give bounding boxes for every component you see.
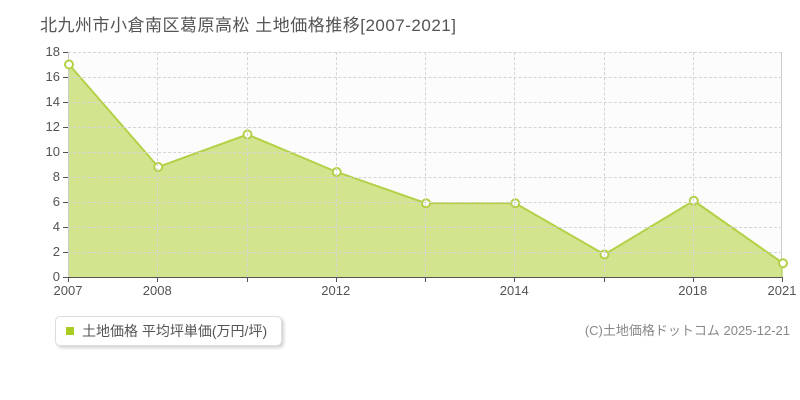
- x-tick: [425, 277, 426, 282]
- y-tick: [63, 252, 68, 253]
- x-axis-label: 2018: [678, 283, 708, 298]
- y-axis-label: 6: [52, 194, 60, 209]
- y-axis-label: 0: [52, 269, 60, 284]
- x-tick: [603, 277, 605, 282]
- y-tick: [63, 152, 68, 153]
- y-axis-label: 4: [52, 219, 60, 234]
- data-point-2013: [421, 198, 431, 209]
- x-axis-line: [68, 277, 783, 278]
- area-series: [64, 59, 788, 277]
- y-tick: [63, 77, 68, 78]
- y-tick: [63, 227, 68, 228]
- y-axis-label: 8: [52, 169, 60, 184]
- data-point-2018: [688, 195, 699, 206]
- x-tick: [692, 277, 694, 282]
- y-axis-label: 14: [45, 94, 60, 109]
- x-axis-label: 2014: [499, 283, 529, 298]
- x-gridline: [514, 52, 516, 277]
- y-axis-label: 16: [45, 69, 60, 84]
- y-tick: [63, 177, 68, 178]
- data-point-2007: [64, 59, 74, 70]
- data-point-2021: [778, 258, 788, 269]
- y-axis-label: 18: [45, 44, 60, 59]
- x-tick: [157, 277, 159, 282]
- x-axis-label: 2007: [53, 283, 83, 298]
- y-tick: [63, 127, 68, 128]
- copyright-text: (C)土地価格ドットコム 2025-12-21: [584, 323, 790, 338]
- y-tick: [63, 202, 68, 203]
- data-point-2012: [331, 167, 342, 177]
- y-axis-label: 10: [45, 144, 60, 159]
- legend: 土地価格 平均坪単価(万円/坪): [55, 316, 283, 346]
- x-axis-label: 2008: [142, 283, 172, 298]
- y-tick: [63, 277, 68, 278]
- chart-title: 北九州市小倉南区葛原高松 土地価格推移[2007-2021]: [40, 16, 457, 35]
- x-gridline: [335, 52, 337, 277]
- data-point-2010: [242, 129, 253, 140]
- y-axis-label: 2: [52, 244, 60, 259]
- x-gridline: [157, 52, 159, 277]
- data-point-2008: [153, 162, 164, 172]
- x-gridline: [692, 52, 694, 277]
- x-gridline: [603, 52, 605, 277]
- area-fill: [69, 64, 783, 277]
- x-tick: [246, 277, 248, 282]
- series-marker-icon: [66, 327, 74, 335]
- x-tick: [782, 277, 783, 282]
- x-tick: [335, 277, 337, 282]
- y-tick: [63, 52, 68, 53]
- x-gridline: [246, 52, 248, 277]
- x-axis-label: 2021: [767, 283, 797, 298]
- x-tick: [514, 277, 516, 282]
- x-axis-label: 2012: [321, 283, 351, 298]
- legend-label: 土地価格 平均坪単価(万円/坪): [82, 323, 268, 339]
- data-point-2014: [510, 198, 521, 209]
- y-axis-label: 12: [45, 119, 60, 134]
- x-tick: [68, 277, 69, 282]
- x-gridline: [425, 52, 426, 277]
- y-tick: [63, 102, 68, 103]
